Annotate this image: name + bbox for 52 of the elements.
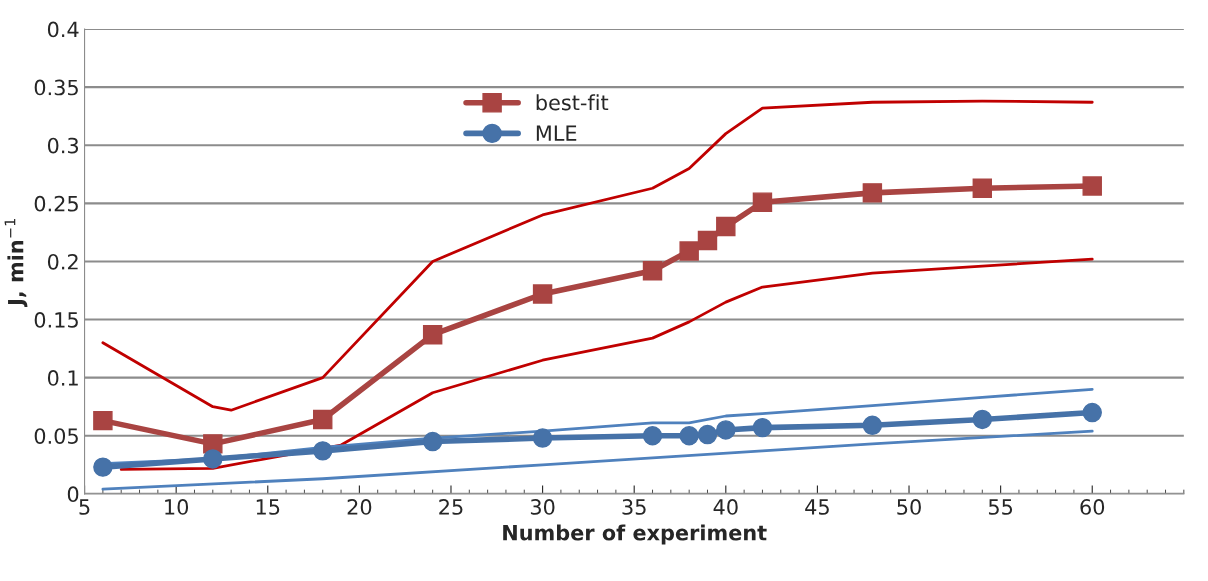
point	[972, 409, 993, 430]
x-axis-title: Number of experiment	[503, 524, 767, 545]
point	[679, 241, 699, 261]
point	[752, 417, 773, 438]
point	[532, 284, 553, 304]
y-tick-label: 0.05	[34, 428, 78, 444]
y-axis-title: J, min$^{−1}$	[4, 218, 28, 308]
x-tick-label: 20	[347, 499, 372, 515]
x-tick-label: 15	[256, 499, 280, 515]
point	[1082, 176, 1102, 196]
point	[313, 409, 333, 430]
point	[972, 178, 993, 198]
point	[697, 230, 718, 251]
point	[716, 420, 736, 440]
x-tick-label: 60	[1080, 499, 1105, 515]
y-tick-label: 0	[67, 486, 79, 503]
y-tick-label: 0.4	[47, 21, 79, 38]
x-tick-label: 30	[530, 499, 555, 515]
point	[642, 426, 663, 446]
legend-label: MLE	[536, 125, 577, 141]
point	[422, 431, 443, 452]
y-tick-label: 0.1	[47, 370, 78, 386]
point	[862, 183, 883, 203]
y-tick-label: 0.2	[47, 253, 78, 270]
x-tick-label: 50	[897, 499, 921, 515]
point	[313, 441, 333, 461]
line-series	[119, 257, 1094, 471]
point	[697, 424, 718, 445]
point	[679, 426, 699, 446]
y-tick-label: 0.25	[34, 195, 78, 212]
line-series	[101, 429, 1094, 491]
y-tick-label: 0.15	[34, 312, 78, 328]
point	[203, 449, 223, 469]
y-tick-label: 0.3	[47, 137, 79, 154]
x-tick-label: 55	[988, 499, 1013, 515]
point	[716, 216, 736, 237]
x-tick-label: 5	[79, 499, 90, 515]
y-tick-label: 0.35	[34, 79, 78, 96]
point	[93, 457, 113, 477]
point	[752, 192, 773, 212]
point	[642, 261, 663, 281]
point	[862, 415, 883, 436]
point	[422, 324, 443, 345]
x-tick-label: 45	[805, 499, 829, 515]
point	[532, 428, 553, 448]
x-tick-label: 10	[165, 499, 189, 515]
x-tick-label: 25	[439, 499, 463, 515]
legend-label: best-fit	[536, 94, 609, 111]
x-tick-label: 40	[713, 499, 738, 515]
point	[93, 410, 113, 431]
point	[1082, 402, 1102, 423]
x-tick-label: 35	[622, 499, 646, 515]
